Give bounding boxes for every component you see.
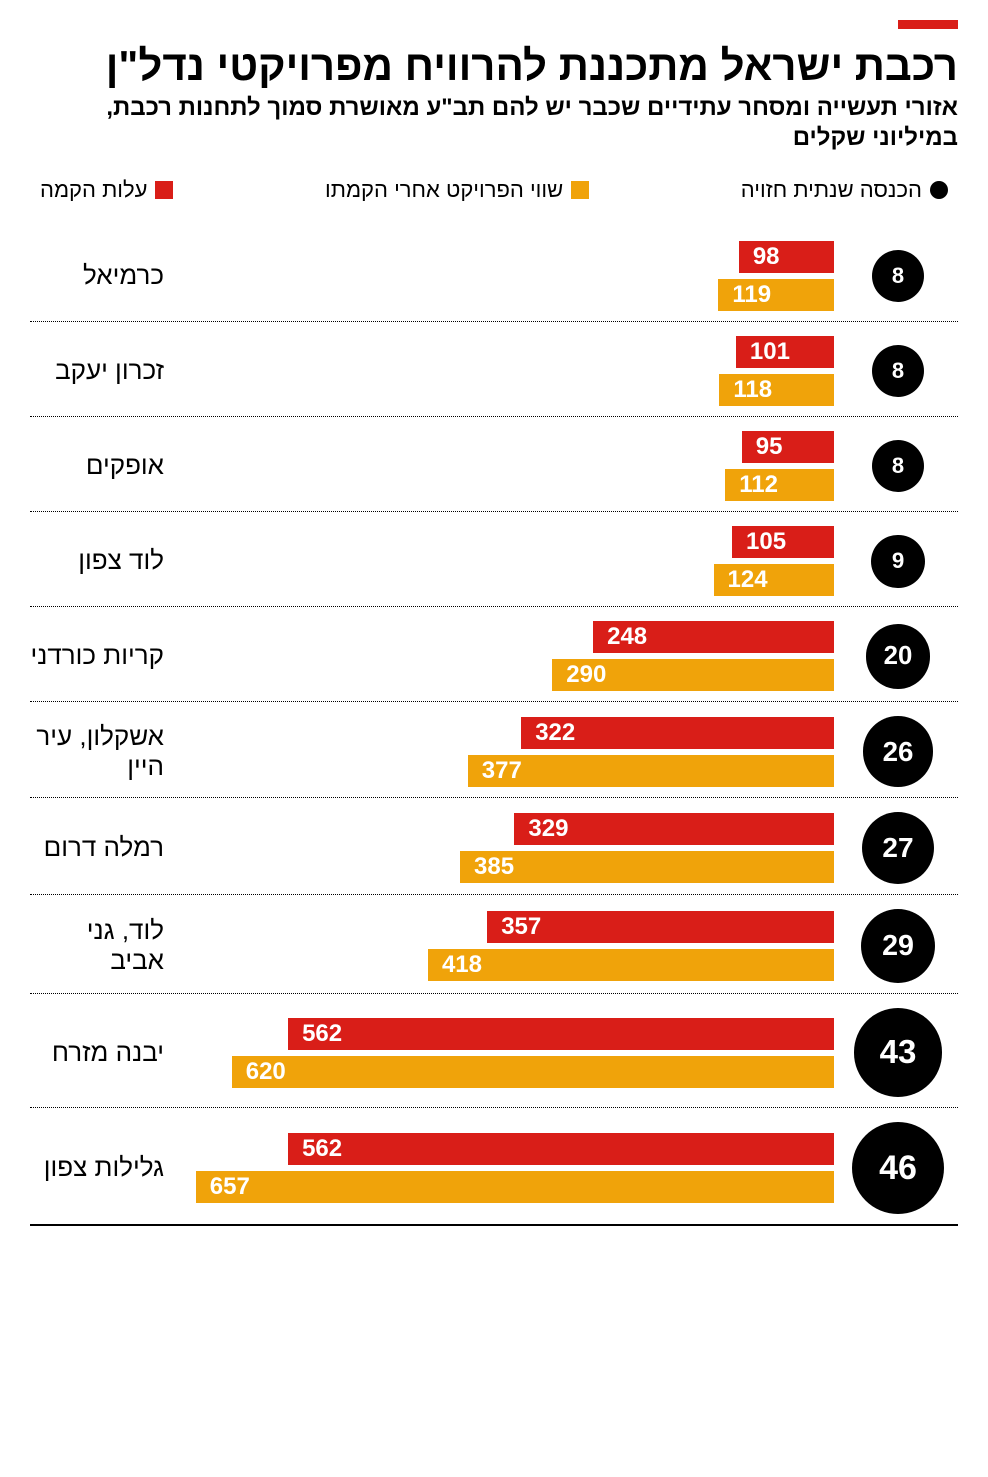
value-bar: 119 [718, 279, 834, 311]
legend-income-label: הכנסה שנתית חזויה [741, 177, 922, 203]
bars-cell: 562620 [170, 1018, 838, 1088]
income-circle: 46 [852, 1122, 944, 1214]
bars-cell: 248290 [170, 621, 838, 691]
value-bar: 377 [468, 755, 834, 787]
cost-bar: 105 [732, 526, 834, 558]
income-cell: 27 [838, 812, 958, 884]
chart-row: 20248290קריות כורדני [30, 607, 958, 702]
bars-cell: 562657 [170, 1133, 838, 1203]
bars-cell: 101118 [170, 336, 838, 406]
income-cell: 26 [838, 716, 958, 787]
legend-cost-label: עלות הקמה [40, 177, 147, 203]
chart-row: 43562620יבנה מזרח [30, 994, 958, 1108]
value-bar: 620 [232, 1056, 834, 1088]
income-cell: 20 [838, 624, 958, 689]
row-label: לוד צפון [30, 546, 170, 576]
income-cell: 8 [838, 345, 958, 397]
cost-bar: 95 [742, 431, 834, 463]
cost-bar: 562 [288, 1133, 834, 1165]
page-title: רכבת ישראל מתכננת להרוויח מפרויקטי נדל"ן [30, 39, 958, 89]
circle-icon [930, 181, 948, 199]
value-bar: 290 [552, 659, 834, 691]
chart-row: 29357418לוד, גני אביב [30, 895, 958, 994]
legend-income: הכנסה שנתית חזויה [741, 177, 948, 203]
income-circle: 27 [862, 812, 934, 884]
bars-cell: 322377 [170, 717, 838, 787]
income-cell: 8 [838, 440, 958, 492]
income-cell: 9 [838, 535, 958, 588]
value-bar: 385 [460, 851, 834, 883]
income-circle: 8 [872, 440, 924, 492]
income-circle: 9 [871, 535, 924, 588]
row-label: כרמיאל [30, 261, 170, 291]
income-circle: 29 [861, 909, 935, 983]
chart-row: 895112אופקים [30, 417, 958, 512]
bars-cell: 95112 [170, 431, 838, 501]
income-cell: 43 [838, 1008, 958, 1097]
cost-bar: 248 [593, 621, 834, 653]
cost-bar: 98 [739, 241, 834, 273]
page-subtitle: אזורי תעשייה ומסחר עתידיים שכבר יש להם ת… [30, 93, 958, 153]
legend-value-label: שווי הפרויקט אחרי הקמתו [325, 177, 563, 203]
row-label: רמלה דרום [30, 833, 170, 863]
bars-cell: 105124 [170, 526, 838, 596]
income-cell: 29 [838, 909, 958, 983]
chart-row: 26322377אשקלון, עיר היין [30, 702, 958, 798]
accent-bar [898, 20, 958, 29]
value-bar: 418 [428, 949, 834, 981]
cost-bar: 101 [736, 336, 834, 368]
row-label: אופקים [30, 451, 170, 481]
cost-bar: 357 [487, 911, 834, 943]
income-circle: 26 [863, 716, 934, 787]
row-label: יבנה מזרח [30, 1038, 170, 1068]
chart-row: 27329385רמלה דרום [30, 798, 958, 895]
chart-row: 9105124לוד צפון [30, 512, 958, 607]
income-circle: 8 [872, 250, 924, 302]
value-bar: 124 [714, 564, 834, 596]
chart-rows: 898119כרמיאל8101118זכרון יעקב895112אופקי… [30, 227, 958, 1226]
legend-cost: עלות הקמה [40, 177, 173, 203]
bars-cell: 357418 [170, 911, 838, 981]
chart-row: 8101118זכרון יעקב [30, 322, 958, 417]
row-label: זכרון יעקב [30, 356, 170, 386]
value-bar: 657 [196, 1171, 834, 1203]
row-label: קריות כורדני [30, 641, 170, 671]
row-label: אשקלון, עיר היין [30, 722, 170, 782]
legend: הכנסה שנתית חזויה שווי הפרויקט אחרי הקמת… [30, 177, 958, 203]
row-label: גלילות צפון [30, 1153, 170, 1183]
income-circle: 43 [854, 1008, 943, 1097]
cost-bar: 329 [514, 813, 834, 845]
square-icon [571, 181, 589, 199]
income-circle: 20 [866, 624, 931, 689]
bars-cell: 329385 [170, 813, 838, 883]
legend-value: שווי הפרויקט אחרי הקמתו [325, 177, 589, 203]
cost-bar: 562 [288, 1018, 834, 1050]
bars-cell: 98119 [170, 241, 838, 311]
income-cell: 8 [838, 250, 958, 302]
chart-row: 46562657גלילות צפון [30, 1108, 958, 1226]
value-bar: 112 [725, 469, 834, 501]
row-label: לוד, גני אביב [30, 916, 170, 976]
value-bar: 118 [719, 374, 834, 406]
cost-bar: 322 [521, 717, 834, 749]
chart-row: 898119כרמיאל [30, 227, 958, 322]
income-circle: 8 [872, 345, 924, 397]
square-icon [155, 181, 173, 199]
income-cell: 46 [838, 1122, 958, 1214]
